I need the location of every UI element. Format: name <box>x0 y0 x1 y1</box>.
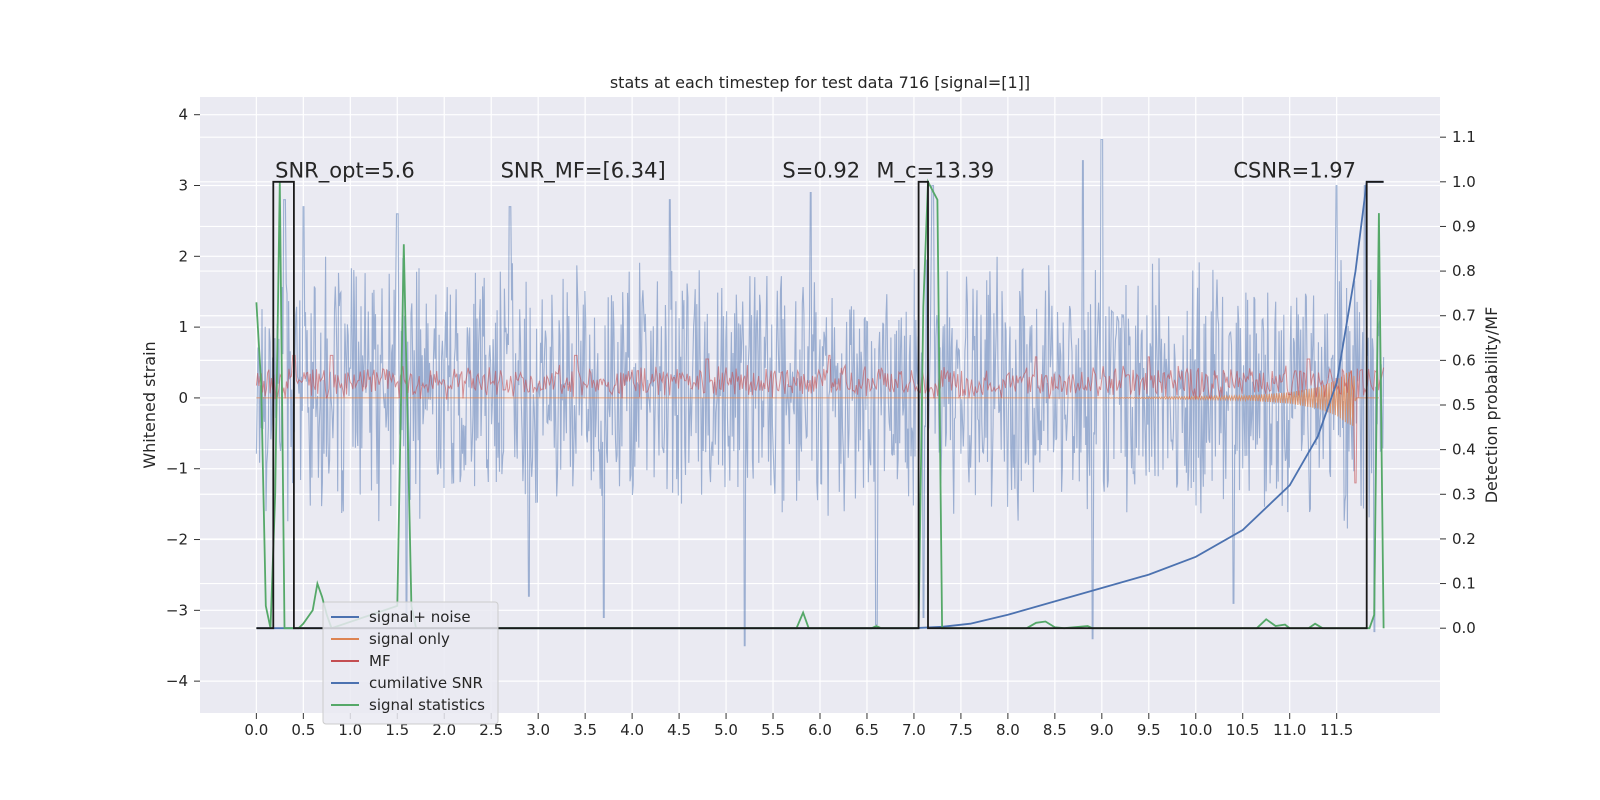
x-tick-label: 6.0 <box>808 721 832 739</box>
y-right-tick-label: 0.6 <box>1452 351 1476 369</box>
y-right-tick-label: 0.9 <box>1452 217 1476 235</box>
y-left-tick-label: −2 <box>166 531 188 549</box>
y-left-tick-label: 4 <box>178 106 188 124</box>
y-right-tick-label: 0.3 <box>1452 485 1476 503</box>
x-tick-label: 7.5 <box>949 721 973 739</box>
chart-annotation: SNR_MF=[6.34] <box>501 159 666 184</box>
x-tick-label: 11.5 <box>1320 721 1353 739</box>
x-tick-label: 3.0 <box>526 721 550 739</box>
x-tick-label: 11.0 <box>1273 721 1306 739</box>
y-left-tick-label: 2 <box>178 247 188 265</box>
series-layer <box>255 138 1385 647</box>
x-tick-label: 4.0 <box>620 721 644 739</box>
y-left-tick-label: −3 <box>166 601 188 619</box>
x-tick-label: 1.0 <box>338 721 362 739</box>
x-tick-label: 10.0 <box>1179 721 1212 739</box>
y-right-tick-label: 0.7 <box>1452 307 1476 325</box>
legend-label: signal+ noise <box>369 608 471 626</box>
x-tick-label: 0.5 <box>291 721 315 739</box>
y-left-tick-label: 0 <box>178 389 188 407</box>
y-right-tick-label: 0.2 <box>1452 530 1476 548</box>
x-tick-label: 9.5 <box>1137 721 1161 739</box>
x-tick-label: 7.0 <box>902 721 926 739</box>
axis-layer: 0.0 0.5 1.0 1.5 2.0 2.5 3.0 3.5 4.0 4.5 5.0 5.5 6.0 6… <box>166 106 1476 739</box>
y-right-tick-label: 0.5 <box>1452 396 1476 414</box>
series-cumilative-snr-line <box>256 180 1384 630</box>
x-tick-label: 8.5 <box>1043 721 1067 739</box>
chart-annotation: CSNR=1.97 <box>1233 159 1356 183</box>
y-axis-left-title: Whitened strain <box>140 341 159 468</box>
x-tick-label: 5.5 <box>761 721 785 739</box>
annotation-layer: SNR_opt=5.6 SNR_MF=[6.34] S=0.92 M_c=13.39 C… <box>275 159 1356 184</box>
x-tick-label: 2.5 <box>479 721 503 739</box>
x-tick-label: 9.0 <box>1090 721 1114 739</box>
series-mf-line <box>255 354 1385 484</box>
y-right-tick-label: 0.4 <box>1452 441 1476 459</box>
chart-annotation: S=0.92 <box>782 159 860 183</box>
y-right-tick-label: 0.8 <box>1452 262 1476 280</box>
y-right-tick-label: 0.1 <box>1452 575 1476 593</box>
y-left-tick-label: 3 <box>178 177 188 195</box>
y-right-tick-label: 1.0 <box>1452 173 1476 191</box>
x-tick-label: 4.5 <box>667 721 691 739</box>
x-tick-label: 6.5 <box>855 721 879 739</box>
legend: signal+ noise signal only MF cumilative SNR… <box>322 601 499 725</box>
x-tick-label: 2.0 <box>432 721 456 739</box>
legend-label: MF <box>369 652 391 670</box>
y-axis-right-title: Detection probability/MF <box>1482 307 1501 504</box>
x-tick-label: 1.5 <box>385 721 409 739</box>
chart-title: stats at each timestep for test data 716… <box>610 73 1030 92</box>
x-tick-label: 8.0 <box>996 721 1020 739</box>
chart-annotation: SNR_opt=5.6 <box>275 159 415 184</box>
series-step-line-line <box>256 180 1384 630</box>
x-tick-label: 10.5 <box>1226 721 1259 739</box>
x-tick-label: 0.0 <box>244 721 268 739</box>
legend-label: signal only <box>369 630 450 648</box>
y-right-tick-label: 0.0 <box>1452 619 1476 637</box>
legend-label: signal statistics <box>369 696 485 714</box>
series-signal-noise-line <box>255 138 1385 647</box>
series-signal-only-line <box>256 370 1379 426</box>
x-tick-label: 3.5 <box>573 721 597 739</box>
chart-annotation: M_c=13.39 <box>876 159 994 184</box>
y-left-tick-label: −4 <box>166 672 188 690</box>
y-left-tick-label: −1 <box>166 460 188 478</box>
y-right-tick-label: 1.1 <box>1452 128 1476 146</box>
y-left-tick-label: 1 <box>178 318 188 336</box>
legend-box <box>322 601 499 725</box>
x-tick-label: 5.0 <box>714 721 738 739</box>
legend-label: cumilative SNR <box>369 674 483 692</box>
